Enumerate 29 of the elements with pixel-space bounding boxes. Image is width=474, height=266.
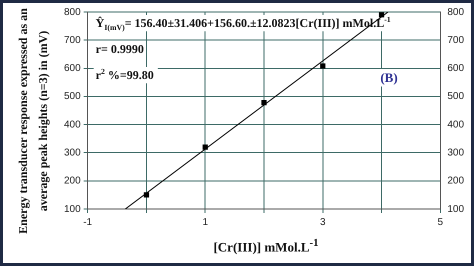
x-tick-label: 5 — [438, 216, 444, 228]
point — [261, 100, 267, 106]
y-tick-label: 100 — [64, 204, 82, 215]
y-axis-title: Energy transducer response expressed as an average peak heights (n=3) in (mV) — [15, 7, 51, 236]
annotation: (B) — [380, 70, 398, 85]
annotation: r= 0.9990 — [96, 42, 144, 56]
y2-tick-label: 100 — [447, 204, 464, 215]
point — [202, 144, 208, 150]
y2-tick-label: 700 — [447, 34, 464, 46]
y2-tick-label: 600 — [447, 63, 464, 74]
point — [144, 192, 150, 198]
y2-tick-label: 200 — [447, 176, 464, 187]
y-tick-label: 700 — [64, 34, 82, 46]
y2-tick-label: 400 — [447, 119, 464, 130]
y2-tick-label: 500 — [447, 91, 464, 102]
x-tick-label: 1 — [202, 216, 208, 228]
x-axis-title: [Cr(III)] mMol.L$^{-1}$ — [212, 237, 320, 256]
y2-tick-label: 800 — [447, 6, 464, 18]
y-tick-label: 200 — [64, 176, 82, 187]
x-tick-label: -1 — [83, 216, 93, 228]
y-tick-label: 800 — [64, 6, 82, 18]
point — [320, 63, 326, 69]
y2-tick-label: 300 — [447, 147, 464, 158]
y-tick-label: 600 — [64, 63, 82, 74]
y-tick-label: 400 — [64, 119, 82, 130]
x-tick-label: 3 — [320, 216, 326, 228]
y-tick-label: 300 — [64, 147, 82, 158]
y-tick-label: 500 — [64, 91, 82, 102]
point — [378, 12, 384, 18]
